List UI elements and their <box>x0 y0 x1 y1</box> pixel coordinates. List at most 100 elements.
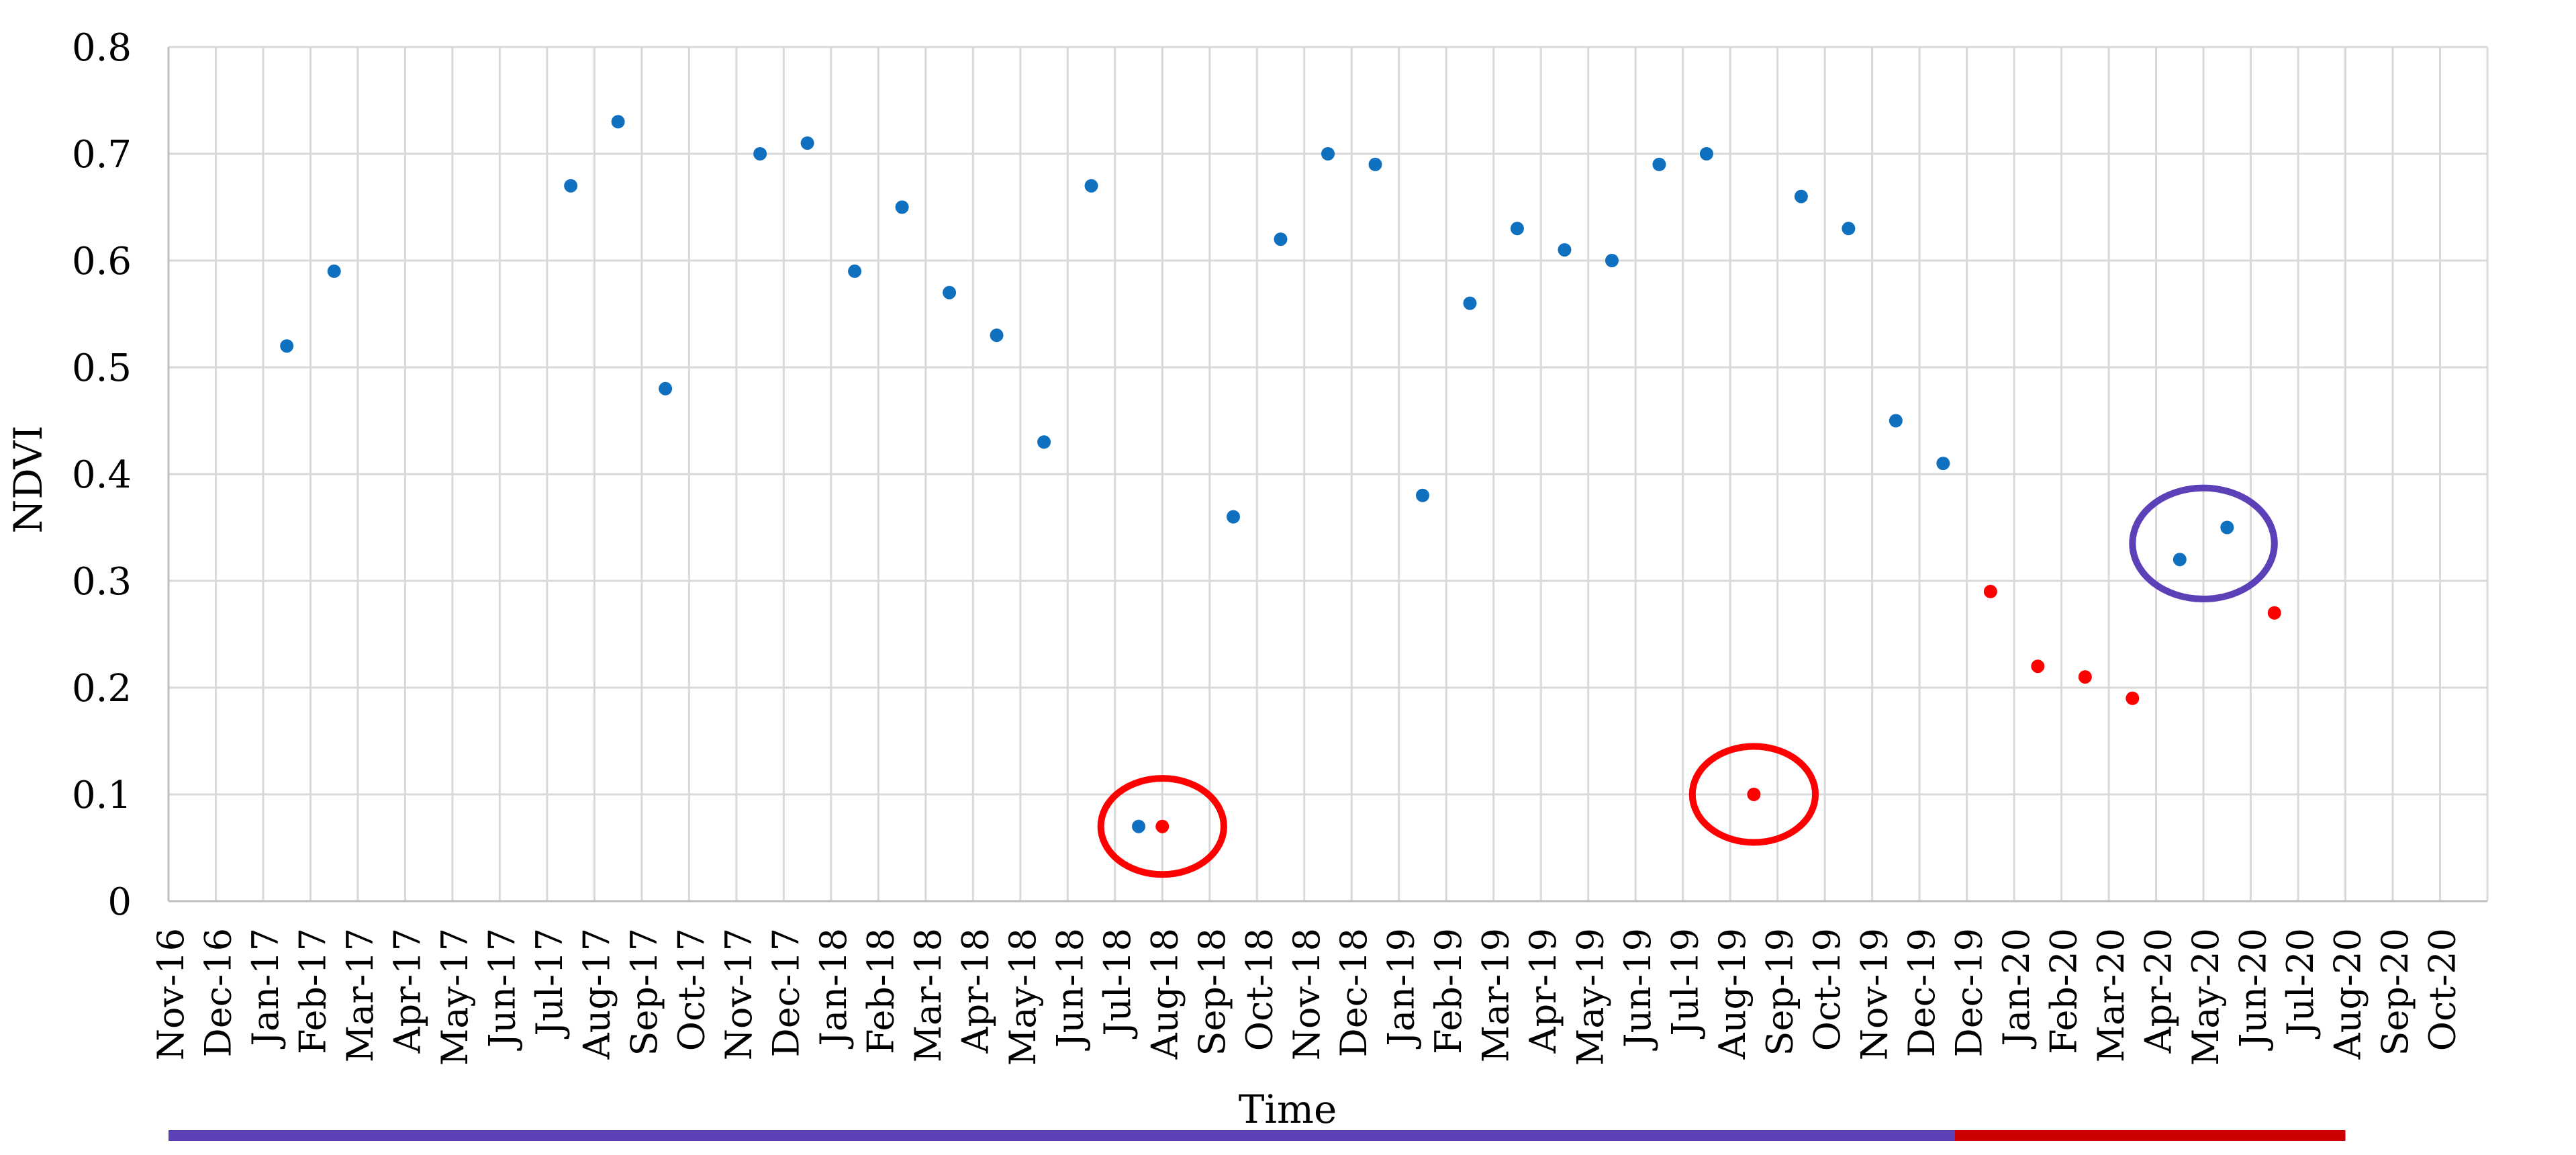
data-point <box>1368 157 1382 171</box>
data-point <box>990 328 1004 342</box>
x-tick-label: Dec-17 <box>765 928 807 1057</box>
x-tick-label: Jun-19 <box>1617 928 1659 1051</box>
x-tick-label: Mar-19 <box>1475 928 1517 1062</box>
x-tick-label: Feb-18 <box>859 928 902 1054</box>
x-tick-label: Oct-20 <box>2422 928 2464 1051</box>
data-point <box>1605 254 1619 267</box>
x-tick-label: Jul-18 <box>1096 928 1139 1040</box>
data-point <box>2078 670 2092 684</box>
data-point <box>2173 553 2187 567</box>
x-axis-label: Time <box>1239 1087 1337 1132</box>
x-tick-label: May-20 <box>2185 928 2227 1066</box>
data-point <box>1842 222 1856 236</box>
data-point <box>2031 659 2045 674</box>
x-tick-label: Apr-19 <box>1522 928 1564 1054</box>
y-tick-label: 0.3 <box>72 560 132 604</box>
x-tick-label: Nov-16 <box>150 928 192 1060</box>
x-tick-label: May-18 <box>1002 928 1044 1066</box>
data-point <box>280 339 294 353</box>
data-point <box>1132 819 1146 833</box>
data-point <box>895 200 909 214</box>
highlight-ellipse <box>1097 775 1227 878</box>
data-point <box>1084 179 1098 193</box>
highlight-circles <box>1097 484 2278 878</box>
x-tick-label: Jul-19 <box>1664 928 1707 1040</box>
x-tick-label: Jun-18 <box>1049 928 1091 1051</box>
y-tick-label: 0.6 <box>72 240 132 283</box>
highlight-ellipse <box>1688 743 1819 846</box>
gridlines <box>167 46 2489 903</box>
x-tick-label: Aug-20 <box>2327 928 2369 1060</box>
x-tick-label: May-17 <box>434 928 476 1066</box>
data-point <box>611 115 625 129</box>
x-tick-label: Nov-18 <box>1286 928 1328 1060</box>
data-point <box>1983 584 1997 598</box>
period-bar <box>1954 1130 2346 1141</box>
data-point <box>943 285 957 299</box>
x-tick-label: Mar-18 <box>907 928 949 1062</box>
data-point <box>2126 691 2140 705</box>
highlight-ellipse <box>2129 484 2278 603</box>
x-tick-label: Jan-20 <box>1995 928 2038 1050</box>
data-point <box>1155 819 1170 833</box>
data-point <box>1652 157 1666 171</box>
x-tick-label: Sep-20 <box>2374 928 2416 1056</box>
x-tick-label: Oct-17 <box>670 928 712 1051</box>
x-tick-labels: Nov-16 Dec-16 Jan-17 Feb-17 Mar-17 Apr-17 May-… <box>150 928 2464 1066</box>
y-axis-label: NDVI <box>5 425 51 533</box>
x-tick-label: Dec-16 <box>197 928 239 1057</box>
data-point <box>753 147 767 160</box>
x-tick-label: Oct-18 <box>1238 928 1280 1051</box>
x-tick-label: Nov-19 <box>1854 928 1896 1060</box>
x-tick-label: Jul-17 <box>528 928 571 1040</box>
x-tick-label: Sep-19 <box>1759 928 1801 1056</box>
x-tick-label: Jun-20 <box>2232 928 2275 1051</box>
x-tick-label: Feb-17 <box>291 928 334 1054</box>
x-tick-label: Dec-18 <box>1333 928 1375 1057</box>
x-tick-label: Sep-18 <box>1191 928 1233 1056</box>
x-tick-label: Jan-18 <box>812 928 855 1050</box>
y-tick-label: 0.5 <box>72 346 132 390</box>
data-point <box>1558 243 1572 257</box>
x-tick-label: Sep-17 <box>623 928 665 1056</box>
period-bar <box>169 1130 1955 1141</box>
data-point <box>1415 488 1429 502</box>
data-point <box>1037 435 1051 449</box>
x-tick-label: Dec-19 <box>1948 928 1991 1057</box>
data-point <box>1463 296 1477 310</box>
period-bars <box>169 1130 2346 1141</box>
x-tick-label: Aug-19 <box>1711 928 1754 1060</box>
y-tick-labels: 0 0.1 0.2 0.3 0.4 0.5 0.6 0.7 0.8 <box>72 26 132 924</box>
data-point <box>1794 189 1808 203</box>
data-point <box>1227 510 1241 524</box>
data-point <box>1321 147 1335 160</box>
x-tick-label: May-19 <box>1570 928 1612 1066</box>
y-tick-label: 0.4 <box>72 453 132 497</box>
x-tick-label: Jun-17 <box>481 928 523 1051</box>
y-tick-label: 0.7 <box>72 133 132 177</box>
x-tick-label: Feb-20 <box>2043 928 2085 1054</box>
y-tick-label: 0.2 <box>72 667 132 710</box>
data-point <box>800 136 814 150</box>
data-point <box>327 264 341 278</box>
x-tick-label: Apr-18 <box>954 928 996 1054</box>
x-tick-label: Mar-20 <box>2090 928 2132 1062</box>
data-point <box>659 381 673 396</box>
x-tick-label: Jan-17 <box>244 928 287 1050</box>
y-tick-label: 0.1 <box>72 774 132 817</box>
y-tick-label: 0 <box>107 880 132 924</box>
x-tick-label: Dec-19 <box>1901 928 1943 1057</box>
data-point <box>1747 788 1761 801</box>
data-point <box>564 179 578 193</box>
x-tick-label: Mar-17 <box>339 928 381 1062</box>
x-tick-label: Oct-19 <box>1806 928 1848 1051</box>
x-tick-label: Apr-17 <box>386 928 428 1054</box>
x-tick-label: Nov-17 <box>718 928 760 1060</box>
data-point <box>1274 232 1288 246</box>
x-tick-label: Aug-17 <box>575 928 618 1060</box>
data-point <box>2220 520 2234 535</box>
data-point <box>2267 606 2281 620</box>
x-tick-label: Jan-19 <box>1380 928 1423 1050</box>
data-point <box>1936 457 1950 471</box>
x-tick-label: Aug-18 <box>1143 928 1186 1060</box>
